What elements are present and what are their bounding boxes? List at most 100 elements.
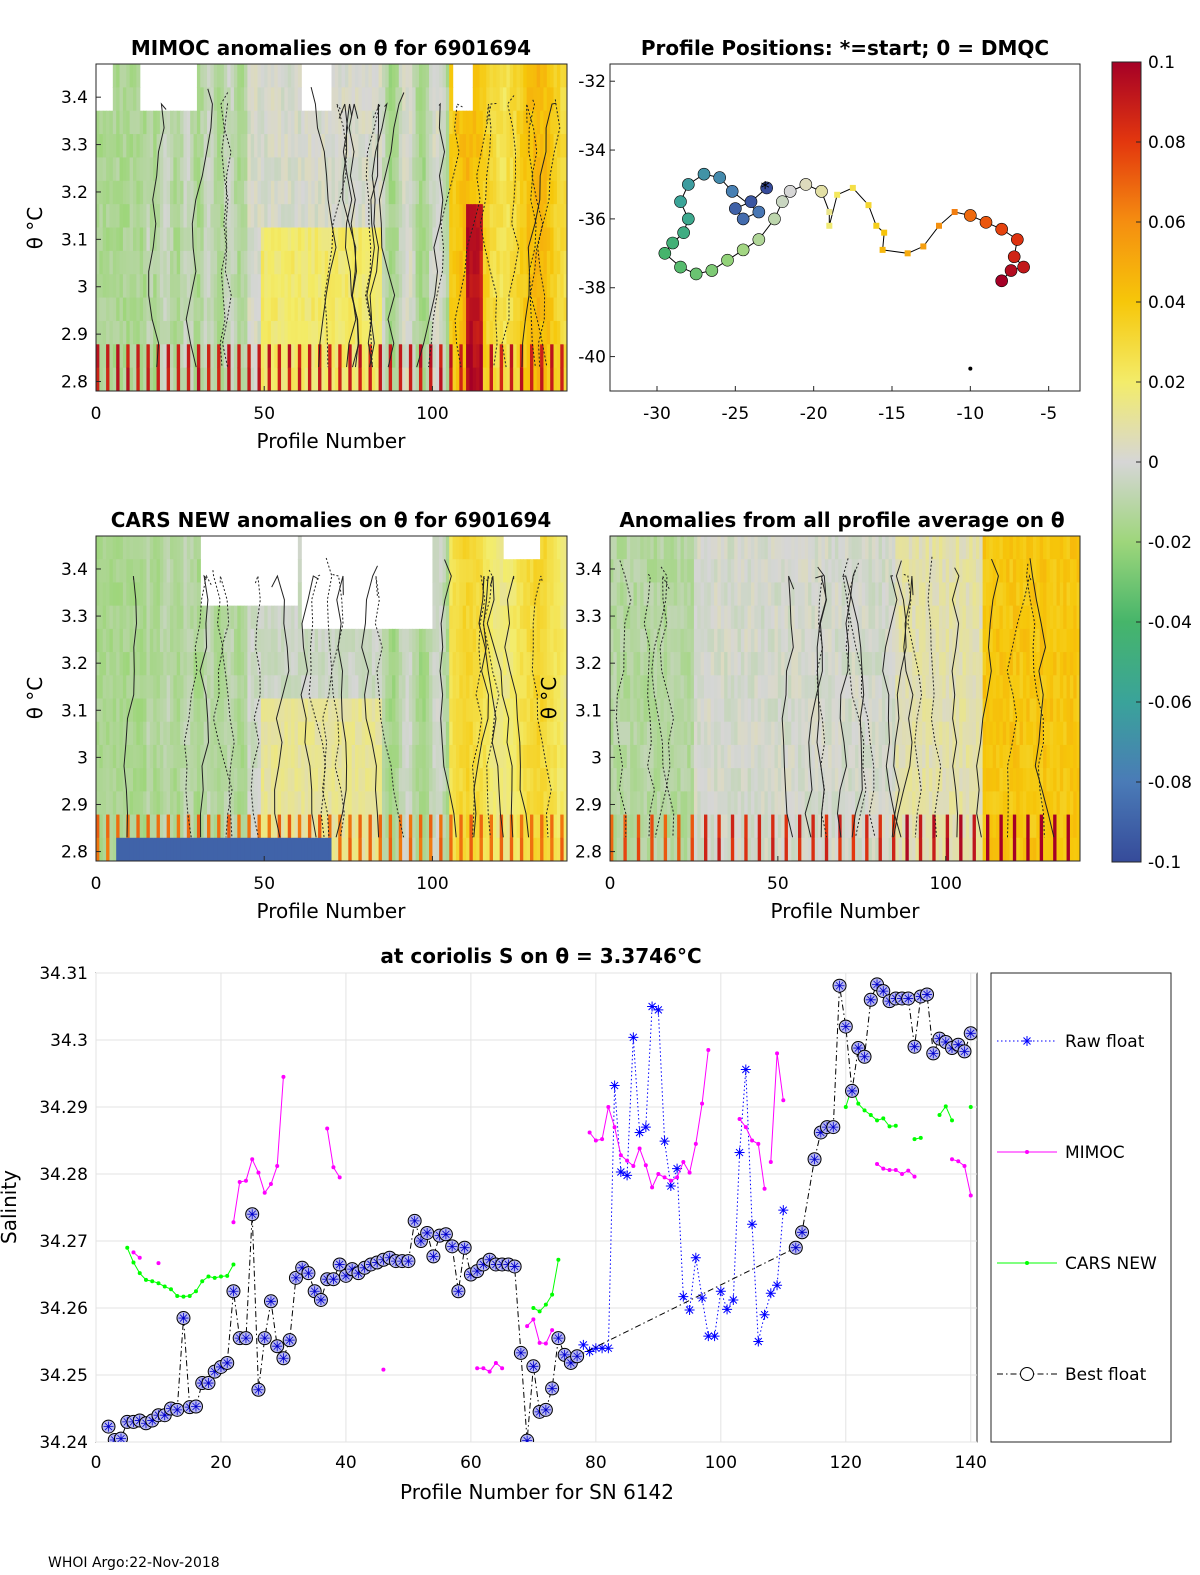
heat4-cell — [653, 837, 658, 861]
heat4-cell — [838, 814, 843, 839]
heat1-cell — [106, 157, 111, 182]
heat1-cell — [486, 274, 491, 299]
heat4-cell — [791, 837, 796, 861]
heat3-cell — [489, 698, 494, 723]
heat1-cell — [146, 367, 151, 391]
heat4-cell — [881, 698, 886, 723]
heat1-cell — [267, 320, 272, 345]
heat4-cell — [757, 837, 762, 861]
heat1-cell — [321, 344, 326, 369]
heat3-cell — [163, 791, 168, 816]
heat3-cell — [180, 744, 185, 769]
heat1-cell — [139, 157, 144, 182]
heat4-cell — [818, 814, 823, 839]
heat4-cell — [727, 721, 732, 746]
heat1-cell — [267, 204, 272, 229]
heat1-cell — [540, 110, 545, 135]
heat1-cell — [260, 274, 265, 299]
heat3-cell — [395, 628, 400, 653]
heat1-cell — [324, 157, 329, 182]
heat4-cell — [885, 652, 890, 676]
heat1-cell — [371, 344, 376, 369]
heat3-cell — [274, 791, 279, 816]
heat1-cell — [240, 250, 245, 275]
heat4-cell — [744, 605, 749, 630]
heat1-cell — [331, 134, 336, 159]
panel-positions-title: Profile Positions: *=start; 0 = DMQC — [641, 36, 1049, 60]
heat1-cell — [418, 320, 423, 345]
heat1-cell — [247, 87, 252, 112]
heat1-cell — [96, 367, 100, 391]
heat4-cell — [784, 559, 789, 584]
heat1-cell — [516, 180, 521, 205]
heat4-cell — [740, 582, 745, 607]
heat3-cell — [543, 536, 548, 560]
heat1-cell — [496, 297, 501, 322]
heat3-cell — [540, 721, 545, 746]
heat3-cell — [193, 814, 198, 839]
heat1-cell — [119, 344, 124, 369]
heat1-cell — [388, 87, 393, 112]
heat3-cell — [99, 791, 104, 816]
heat1-cell — [274, 64, 279, 88]
heat3-cell — [361, 698, 366, 723]
heat4-cell — [670, 628, 675, 653]
heat3-cell — [543, 675, 548, 700]
heat1-cell — [220, 250, 225, 275]
heat4-cell — [670, 652, 675, 676]
heat4-cell — [757, 675, 762, 700]
track-point — [979, 216, 993, 229]
heat3-cell — [348, 675, 353, 700]
heat1-cell — [267, 64, 272, 88]
heat3-cell — [519, 652, 524, 676]
heat3-cell — [223, 605, 228, 630]
heat1-cell — [210, 64, 215, 88]
heat1-cell — [99, 180, 104, 205]
heat3-cell — [553, 628, 558, 653]
heat3-cell — [170, 814, 174, 839]
heat1-cell — [122, 227, 127, 252]
heat4-cell — [751, 814, 755, 839]
heat1-cell — [550, 297, 555, 322]
heat4-cell — [861, 768, 866, 792]
heat4-cell — [767, 628, 772, 653]
heat1-cell — [523, 87, 528, 112]
heat4-cell — [633, 814, 638, 839]
heat4-cell — [751, 721, 755, 746]
heat3-cell — [334, 837, 339, 861]
heat3-cell — [462, 814, 467, 839]
heat1-cell — [149, 134, 154, 159]
heat3-cell — [506, 744, 511, 769]
heat1-cell — [516, 344, 521, 369]
heat4-cell — [720, 605, 725, 630]
heat3-cell — [334, 814, 339, 839]
heat4-cell — [683, 698, 688, 723]
heat1-cell — [314, 250, 319, 275]
track-point — [666, 236, 679, 250]
heat3-cell — [361, 791, 366, 816]
heat3-cell — [543, 721, 548, 746]
heat1-cell — [381, 297, 386, 322]
heat1-cell — [170, 274, 174, 299]
heat3-cell — [405, 744, 410, 769]
track-point — [1004, 264, 1018, 277]
heat4-cell — [687, 768, 692, 792]
heat3-cell — [163, 605, 168, 630]
heat1-cell — [133, 297, 137, 322]
heat1-cell — [405, 134, 410, 159]
heat3-cell — [143, 768, 148, 792]
heat1-cell — [257, 344, 262, 369]
heat4-cell — [855, 559, 860, 584]
heat1-cell — [193, 367, 198, 391]
heat4-cell — [764, 675, 769, 700]
heat1-cell — [126, 110, 131, 135]
heat1-cell — [378, 344, 383, 369]
heat4-cell — [646, 628, 651, 653]
heat1-cell — [412, 227, 417, 252]
heat1-cell — [425, 297, 430, 322]
heat3-contour — [531, 575, 552, 838]
y-tick-label: -36 — [578, 210, 606, 230]
heat3-cell — [213, 837, 218, 861]
heat3-cell — [351, 837, 356, 861]
heat1-cell — [405, 250, 410, 275]
